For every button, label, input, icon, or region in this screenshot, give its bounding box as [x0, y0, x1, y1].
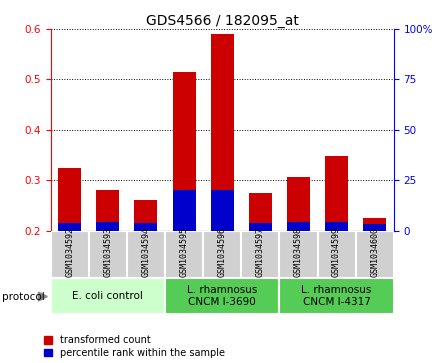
- Bar: [356, 231, 394, 278]
- Title: GDS4566 / 182095_at: GDS4566 / 182095_at: [146, 14, 299, 28]
- Bar: [325, 223, 348, 231]
- Bar: [51, 231, 89, 278]
- Bar: [51, 278, 165, 314]
- Bar: [363, 224, 386, 231]
- Bar: [318, 231, 356, 278]
- Legend: transformed count, percentile rank within the sample: transformed count, percentile rank withi…: [44, 335, 225, 358]
- Text: GSM1034599: GSM1034599: [332, 227, 341, 277]
- Text: GSM1034596: GSM1034596: [218, 227, 227, 277]
- Bar: [211, 190, 234, 231]
- Bar: [96, 223, 119, 231]
- Bar: [135, 224, 158, 231]
- Bar: [135, 200, 158, 231]
- Bar: [96, 190, 119, 231]
- Text: GSM1034595: GSM1034595: [180, 227, 189, 277]
- Bar: [127, 231, 165, 278]
- Bar: [165, 278, 279, 314]
- Bar: [89, 231, 127, 278]
- Bar: [58, 224, 81, 231]
- Bar: [58, 168, 81, 231]
- Text: E. coli control: E. coli control: [72, 291, 143, 301]
- Text: GSM1034597: GSM1034597: [256, 227, 265, 277]
- Text: GSM1034592: GSM1034592: [65, 227, 74, 277]
- Bar: [287, 223, 310, 231]
- Bar: [172, 72, 195, 231]
- Bar: [249, 193, 272, 231]
- Bar: [203, 231, 241, 278]
- Bar: [172, 190, 195, 231]
- Bar: [287, 177, 310, 231]
- Bar: [165, 231, 203, 278]
- Text: L. rhamnosus
CNCM I-3690: L. rhamnosus CNCM I-3690: [187, 285, 257, 307]
- Bar: [211, 34, 234, 231]
- Bar: [325, 156, 348, 231]
- Bar: [241, 231, 279, 278]
- Text: GSM1034594: GSM1034594: [141, 227, 150, 277]
- Text: GSM1034593: GSM1034593: [103, 227, 112, 277]
- Text: GSM1034600: GSM1034600: [370, 227, 379, 277]
- Bar: [279, 231, 318, 278]
- Bar: [249, 224, 272, 231]
- Text: L. rhamnosus
CNCM I-4317: L. rhamnosus CNCM I-4317: [301, 285, 372, 307]
- Text: protocol: protocol: [2, 291, 45, 302]
- Text: GSM1034598: GSM1034598: [294, 227, 303, 277]
- Bar: [279, 278, 394, 314]
- Polygon shape: [39, 292, 48, 301]
- Bar: [363, 218, 386, 231]
